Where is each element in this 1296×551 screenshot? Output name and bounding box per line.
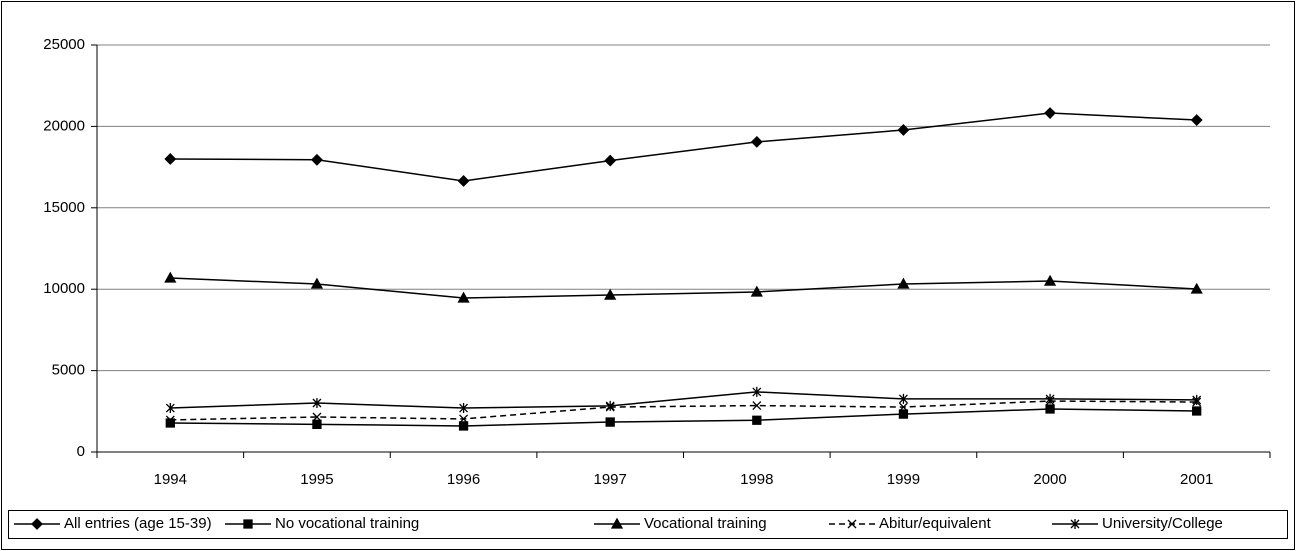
marker <box>1043 274 1057 286</box>
series-line <box>170 391 1197 409</box>
x-tick-label: 1995 <box>300 471 333 488</box>
y-tick-label: 25000 <box>43 36 85 53</box>
marker <box>750 285 763 297</box>
marker <box>750 135 763 148</box>
marker <box>1190 282 1203 294</box>
marker <box>459 403 469 414</box>
marker <box>1044 107 1056 119</box>
x-tick-label: 2001 <box>1180 471 1213 488</box>
x-tick-label: 1994 <box>154 471 187 488</box>
marker <box>457 291 470 303</box>
marker <box>164 153 177 165</box>
marker <box>604 288 617 300</box>
marker <box>458 421 469 431</box>
y-tick-label: 20000 <box>43 117 85 134</box>
marker <box>457 175 470 187</box>
marker <box>897 124 910 136</box>
x-tick-label: 2000 <box>1033 471 1066 488</box>
marker <box>752 401 762 411</box>
marker <box>164 271 177 283</box>
marker <box>311 153 323 166</box>
marker <box>898 409 909 419</box>
marker <box>898 393 908 404</box>
x-tick-label: 1998 <box>740 471 773 488</box>
marker <box>610 517 624 529</box>
marker <box>752 386 762 397</box>
legend-label: Abitur/equivalent <box>879 515 992 532</box>
legend-label: Vocational training <box>644 515 767 532</box>
marker <box>1192 394 1202 405</box>
marker <box>165 415 175 425</box>
x-tick-label: 1996 <box>447 471 480 488</box>
marker <box>1192 406 1202 416</box>
marker <box>31 518 43 530</box>
marker <box>312 419 322 429</box>
y-tick-label: 10000 <box>43 280 85 297</box>
marker <box>605 417 615 427</box>
marker <box>1190 114 1203 126</box>
series-line <box>170 112 1197 182</box>
y-tick-label: 15000 <box>43 199 85 216</box>
marker <box>897 277 910 289</box>
marker <box>165 403 175 414</box>
y-tick-label: 0 <box>77 443 85 460</box>
marker <box>1045 404 1055 414</box>
marker <box>605 400 615 411</box>
legend-label: University/College <box>1102 515 1223 532</box>
series-line <box>170 400 1197 421</box>
marker <box>604 154 617 167</box>
marker <box>312 397 322 408</box>
marker <box>752 415 762 425</box>
legend-label: All entries (age 15-39) <box>64 515 212 532</box>
marker <box>1070 519 1080 529</box>
y-tick-label: 5000 <box>52 362 85 379</box>
series-line <box>170 277 1197 299</box>
marker <box>459 414 469 424</box>
x-tick-label: 1997 <box>594 471 627 488</box>
marker <box>312 412 322 422</box>
marker <box>243 519 253 529</box>
marker <box>898 402 908 412</box>
marker <box>847 519 857 529</box>
legend-label: No vocational training <box>275 515 419 532</box>
series-line <box>170 408 1197 427</box>
x-tick-label: 1999 <box>887 471 920 488</box>
marker <box>1045 393 1055 404</box>
marker <box>310 277 324 289</box>
